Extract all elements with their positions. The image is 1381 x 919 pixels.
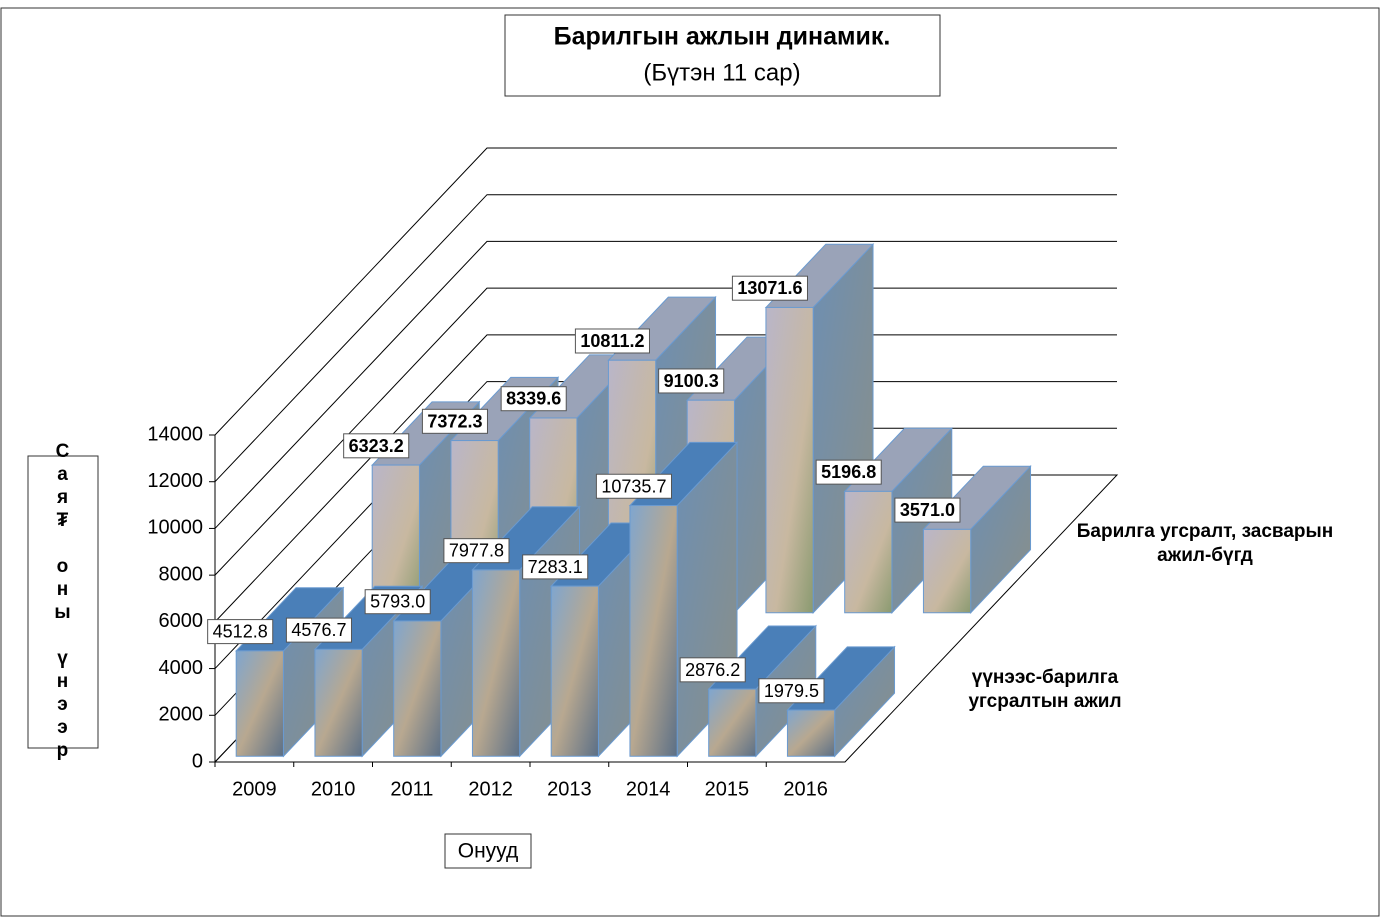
value-label-text: 6323.2 [349, 436, 404, 456]
value-label-text: 13071.6 [737, 278, 802, 298]
value-label-box [207, 619, 274, 645]
value-label: 6323.2 [343, 433, 410, 459]
value-label-box [574, 328, 650, 354]
y-tick-label: 0 [192, 750, 203, 772]
legend-entry: үүнээс-барилга угсралтын ажил [968, 667, 1122, 712]
value-label: 4576.7 [285, 617, 352, 643]
x-tick-label: 2014 [626, 778, 671, 800]
x-tick-label: 2012 [468, 778, 513, 800]
y-axis-label: Сая₮ оны үнээр [52, 441, 73, 763]
value-label-box [443, 538, 510, 564]
legend-entry: Барилга угсралт, засварын ажил-бүгд [1076, 521, 1334, 566]
bar [550, 585, 599, 757]
value-label: 7977.8 [443, 538, 510, 564]
bar [235, 650, 284, 757]
value-label-text: 4512.8 [213, 622, 268, 642]
value-label-text: 3571.0 [900, 500, 955, 520]
bar [765, 306, 814, 614]
value-label: 5793.0 [364, 589, 431, 615]
value-label-box [285, 617, 352, 643]
value-label-box [815, 459, 882, 485]
value-label-text: 4576.7 [291, 620, 346, 640]
bar [471, 569, 521, 757]
value-label: 9100.3 [658, 368, 725, 394]
x-tick-label: 2015 [705, 778, 750, 800]
y-tick-label: 2000 [159, 704, 204, 726]
value-label: 7372.3 [421, 408, 488, 434]
value-label: 1979.5 [758, 678, 825, 704]
value-label-text: 10811.2 [580, 331, 644, 351]
value-label-box [679, 657, 746, 683]
bar [922, 528, 972, 614]
y-tick-label: 12000 [147, 470, 203, 492]
y-tick-label: 4000 [159, 657, 204, 679]
value-label-text: 7283.1 [528, 557, 583, 577]
y-tick-label: 14000 [147, 423, 203, 445]
value-label-text: 10735.7 [601, 476, 666, 496]
value-label-box [894, 497, 961, 523]
value-label-box [731, 275, 808, 301]
bar [708, 688, 757, 757]
bar [786, 709, 836, 757]
value-label-text: 8339.6 [506, 389, 561, 409]
x-label-box [444, 833, 532, 869]
value-label-box [343, 433, 410, 459]
y-label-box [27, 455, 99, 749]
chart-subtitle: (Бүтэн 11 сар) [643, 59, 800, 86]
x-tick-label: 2010 [311, 778, 356, 800]
y-tick-label: 10000 [147, 517, 203, 539]
bar [314, 648, 363, 757]
y-tick-label: 8000 [159, 563, 204, 585]
grid-line [214, 334, 1117, 623]
y-tick-label: 6000 [159, 610, 204, 632]
value-label-text: 5196.8 [821, 462, 876, 482]
bar [393, 620, 442, 757]
x-axis-label: Онууд [458, 840, 519, 863]
value-label-text: 2876.2 [685, 660, 740, 680]
bar [629, 505, 678, 757]
value-label-box [658, 368, 725, 394]
value-label: 8339.6 [500, 386, 567, 412]
grid-line [214, 287, 1117, 576]
value-label-box [364, 589, 431, 615]
value-label-box [421, 408, 488, 434]
grid-line [214, 381, 1117, 669]
x-tick-label: 2011 [390, 778, 433, 800]
value-label: 5196.8 [815, 459, 882, 485]
value-label-text: 7372.3 [427, 411, 482, 431]
value-label-text: 1979.5 [764, 681, 819, 701]
title-box [504, 14, 941, 97]
value-label: 7283.1 [522, 554, 589, 580]
value-label-text: 7977.8 [449, 541, 504, 561]
bar [844, 490, 893, 614]
x-tick-label: 2013 [547, 778, 592, 800]
value-label-box [595, 473, 672, 499]
chart-title: Барилгын ажлын динамик. [554, 23, 891, 51]
value-label-text: 9100.3 [664, 371, 719, 391]
value-label-box [758, 678, 825, 704]
value-label-box [500, 386, 567, 412]
grid-line [214, 240, 1117, 529]
value-label: 4512.8 [207, 619, 274, 645]
grid-line [214, 147, 1117, 436]
value-label: 13071.6 [731, 275, 808, 301]
value-label: 10811.2 [574, 328, 650, 354]
value-label: 3571.0 [894, 497, 961, 523]
value-label-text: 5793.0 [370, 592, 425, 612]
x-tick-label: 2009 [232, 778, 277, 800]
frame [0, 7, 1380, 917]
grid-line [214, 194, 1117, 483]
value-label: 2876.2 [679, 657, 746, 683]
x-tick-label: 2016 [783, 778, 828, 800]
value-label: 10735.7 [595, 473, 672, 499]
value-label-box [522, 554, 589, 580]
